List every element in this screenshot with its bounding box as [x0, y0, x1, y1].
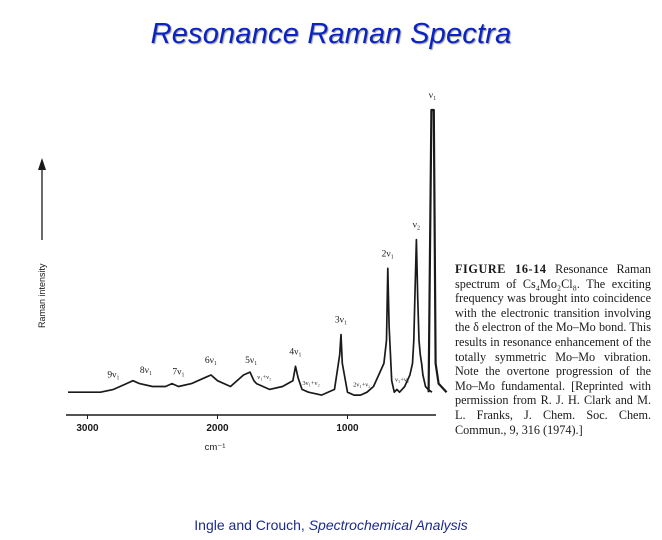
peak-label: 2ν₁	[382, 249, 394, 259]
spectrum-layer	[68, 108, 448, 396]
peak-label: 6ν₁	[205, 356, 217, 366]
x-tick-label: 1000	[336, 423, 359, 434]
peak-label: ν₁+ν₂	[257, 374, 271, 381]
x-tick-label: 3000	[76, 423, 99, 434]
axis-layer: 3000 2000 1000 cm⁻¹ Raman intensity	[37, 158, 436, 453]
peak-label: 8ν₁	[140, 366, 152, 376]
slide-credit: Ingle and Crouch, Spectrochemical Analys…	[0, 517, 662, 533]
peak-label: 4ν₁	[289, 347, 301, 357]
x-tick-label: 2000	[206, 423, 229, 434]
peak-label: 2ν₁+ν₂	[353, 382, 370, 389]
y-axis-label: Raman intensity	[37, 263, 47, 328]
credit-book-title: Spectrochemical Analysis	[308, 517, 468, 533]
figure-caption-label: FIGURE 16-14	[455, 262, 547, 276]
fundamental-peak	[427, 108, 448, 393]
peak-label: 7ν₁	[172, 368, 184, 378]
slide-title: Resonance Raman Spectra	[0, 18, 662, 51]
figure-caption-text: Resonance Raman spectrum of Cs₄Mo₂Cl₈. T…	[455, 262, 651, 437]
peak-label: 9ν₁	[107, 370, 119, 380]
spectrum-line	[68, 238, 433, 396]
figure-caption: FIGURE 16-14 Resonance Raman spectrum of…	[455, 262, 651, 437]
peak-label: ν₁	[429, 91, 437, 101]
peak-label: ν₂	[413, 221, 421, 231]
y-axis-arrowhead	[38, 158, 46, 170]
peak-label: ν₁+ν₂	[395, 376, 409, 383]
credit-authors: Ingle and Crouch,	[194, 517, 309, 533]
peak-label-layer: 9ν₁ 8ν₁ 7ν₁ 6ν₁ 5ν₁ ν₁+ν₂ 4ν₁ 3ν₁+ν₂ 3ν₁ 2ν₁+ν₂ 2ν…	[107, 91, 436, 389]
peak-label: 3ν₁	[335, 316, 347, 326]
peak-label: 3ν₁+ν₂	[302, 380, 319, 387]
x-axis-label: cm⁻¹	[205, 442, 226, 453]
slide-title-text: Resonance Raman Spectra	[150, 18, 512, 50]
peak-label: 5ν₁	[245, 356, 257, 366]
